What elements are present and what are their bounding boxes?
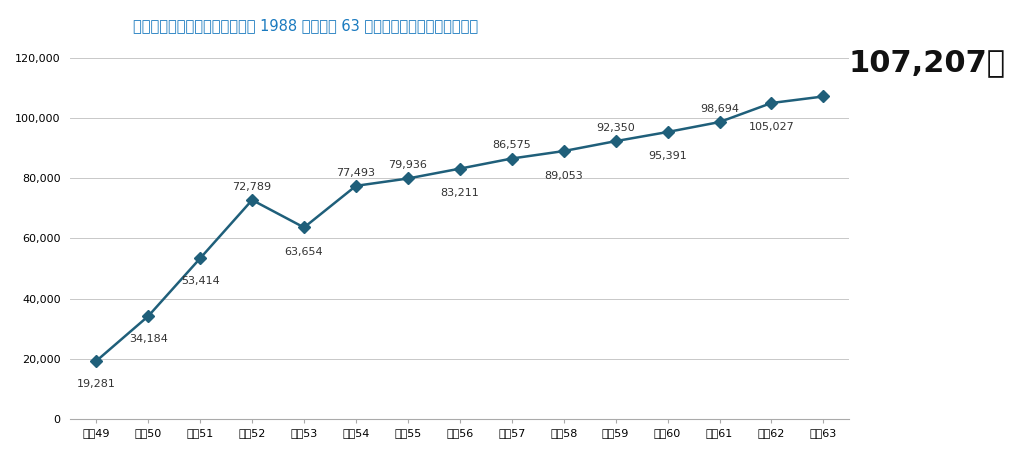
Text: 19,281: 19,281 <box>76 379 115 389</box>
Text: 92,350: 92,350 <box>596 123 635 133</box>
Text: 79,936: 79,936 <box>388 160 427 170</box>
Text: 98,694: 98,694 <box>699 104 739 114</box>
Text: 53,414: 53,414 <box>180 276 219 286</box>
Text: 83,211: 83,211 <box>440 188 479 198</box>
Text: 77,493: 77,493 <box>336 168 375 178</box>
Text: 105,027: 105,027 <box>748 122 794 132</box>
Text: 63,654: 63,654 <box>284 247 323 257</box>
Text: 公害健康被害補償法施行後から 1988 年（昭和 63 年）までの認定患者数の推移: 公害健康被害補償法施行後から 1988 年（昭和 63 年）までの認定患者数の推… <box>132 18 477 33</box>
Text: 89,053: 89,053 <box>544 170 583 180</box>
Text: 34,184: 34,184 <box>128 334 167 344</box>
Text: 86,575: 86,575 <box>492 140 531 150</box>
Text: 72,789: 72,789 <box>232 182 271 192</box>
Text: 107,207人: 107,207人 <box>848 48 1005 77</box>
Text: 95,391: 95,391 <box>647 151 686 161</box>
